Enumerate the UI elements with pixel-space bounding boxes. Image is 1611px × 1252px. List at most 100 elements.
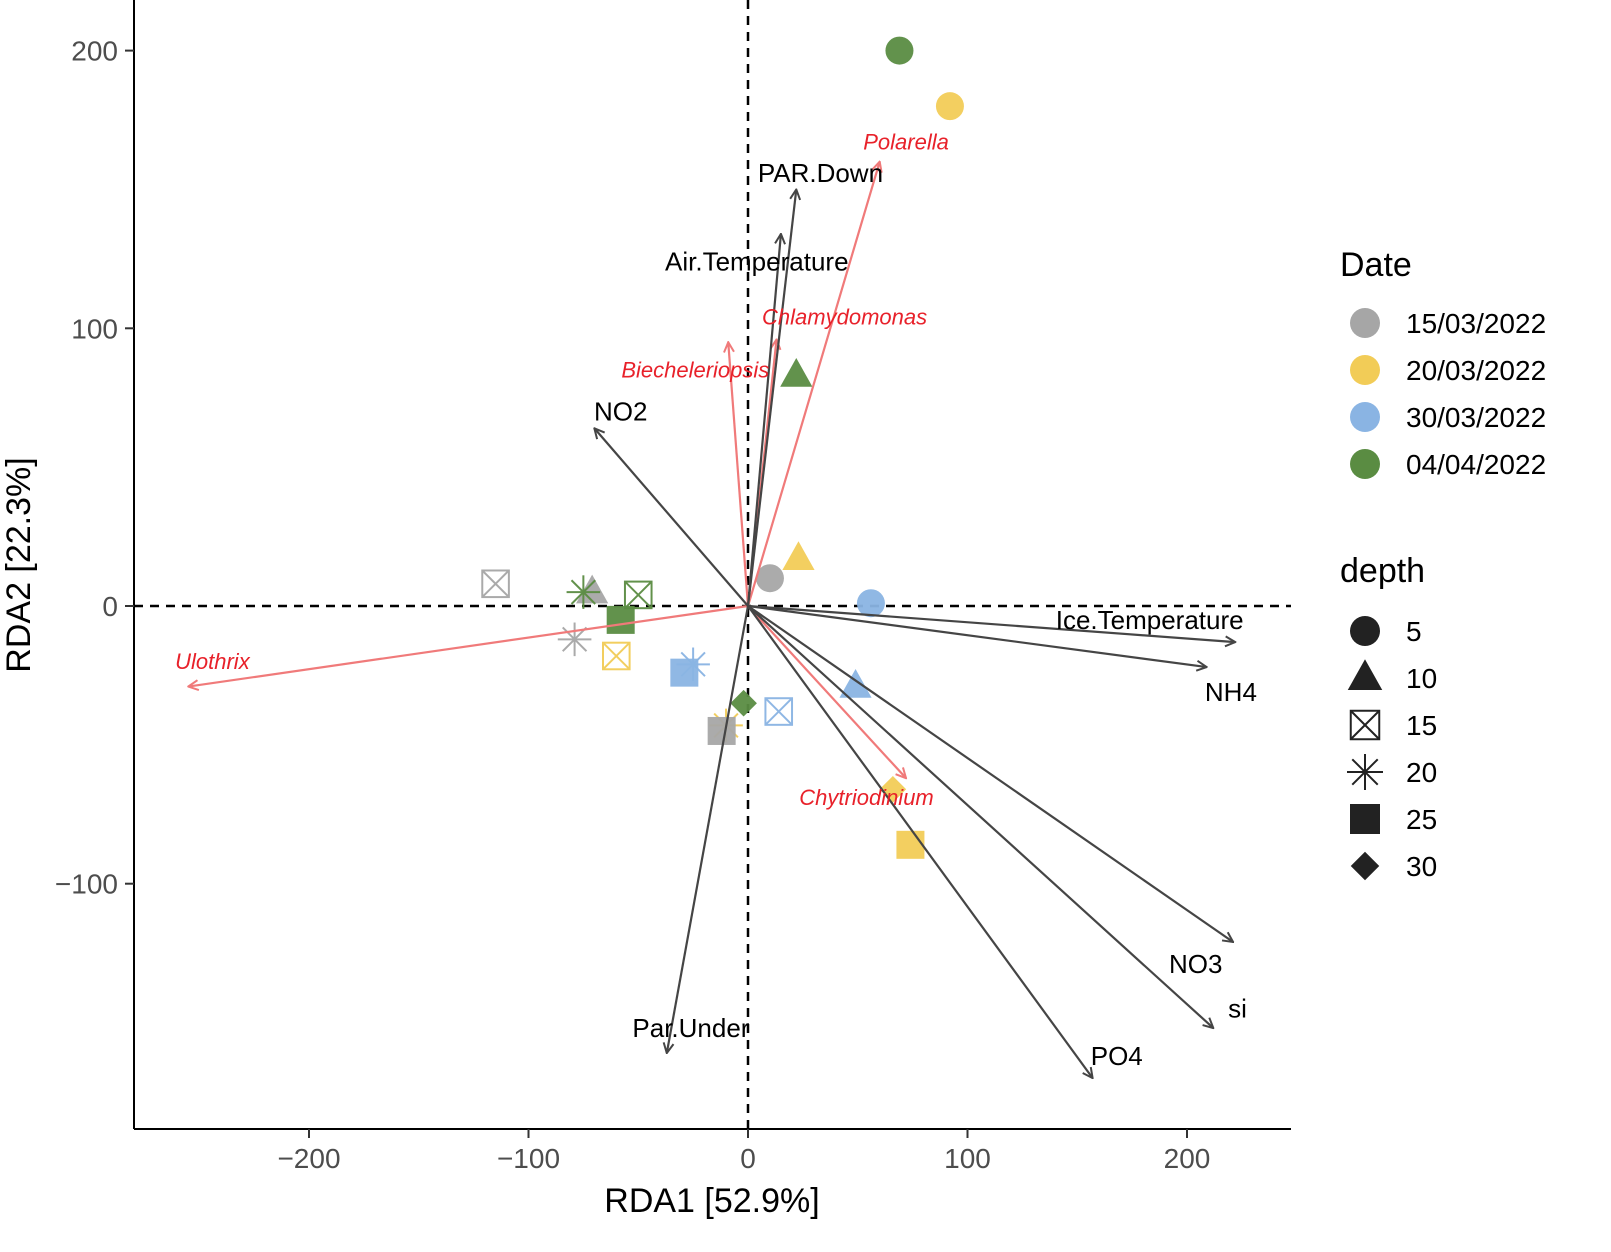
legend-date-swatch xyxy=(1350,449,1380,479)
sample-point-marker xyxy=(935,92,964,121)
legend-depth-entries: 5 10 15 20 25 30 xyxy=(1347,616,1437,882)
legend-depth-label: 30 xyxy=(1406,851,1437,882)
species-arrow xyxy=(747,605,906,778)
legend-depth-swatch xyxy=(1350,804,1380,834)
sample-point-marker xyxy=(707,716,736,745)
legend-depth-item: 5 xyxy=(1350,616,1422,647)
legend-date-item: 04/04/2022 xyxy=(1350,449,1546,480)
env-label: NH4 xyxy=(1205,677,1257,707)
sample-point xyxy=(481,569,510,599)
x-tick-label: 100 xyxy=(944,1143,991,1174)
vector-labels: PAR.Down Air.Temperature NO2 Ice.Temperatur… xyxy=(175,130,1257,1071)
env-label: NO3 xyxy=(1169,949,1222,979)
sample-point xyxy=(606,605,635,634)
species-label: Chlamydomonas xyxy=(762,305,927,330)
legend-depth-label: 15 xyxy=(1406,710,1437,741)
species-label: Biecheleriopsis xyxy=(621,357,769,382)
biplot-vectors xyxy=(188,162,1235,1078)
x-tick-label: 200 xyxy=(1164,1143,1211,1174)
legend-date-label: 15/03/2022 xyxy=(1406,308,1546,339)
sample-point xyxy=(879,775,907,803)
sample-point xyxy=(707,716,736,745)
sample-point xyxy=(885,36,914,65)
y-tick-label: 0 xyxy=(102,591,118,622)
x-tick-label: −200 xyxy=(277,1143,340,1174)
env-arrow xyxy=(746,234,781,607)
legend-date-label: 30/03/2022 xyxy=(1406,402,1546,433)
plot-panel: PAR.Down Air.Temperature NO2 Ice.Temperatur… xyxy=(134,0,1291,1129)
legend-depth-item: 25 xyxy=(1350,804,1437,835)
sample-point xyxy=(896,830,925,859)
sample-point-marker xyxy=(782,541,815,570)
y-tick-label: 200 xyxy=(71,36,118,67)
species-arrow xyxy=(746,162,880,607)
x-ticks: −200 −100 0 100 200 xyxy=(277,1129,1210,1174)
sample-point-marker xyxy=(839,669,872,698)
species-label: Chytriodinium xyxy=(799,785,934,810)
x-axis-title: RDA1 [52.9%] xyxy=(604,1182,819,1220)
sample-point xyxy=(839,669,872,698)
y-axis-title: RDA2 [22.3%] xyxy=(0,457,38,672)
species-label: Ulothrix xyxy=(175,649,251,674)
legend-depth-item: 10 xyxy=(1347,659,1437,694)
sample-point xyxy=(935,92,964,121)
x-tick-label: −100 xyxy=(497,1143,560,1174)
sample-point xyxy=(856,589,885,618)
env-arrow xyxy=(667,605,750,1053)
legend-depth-swatch xyxy=(1347,754,1383,790)
sample-point-marker xyxy=(780,358,813,387)
env-arrow xyxy=(747,604,1235,642)
species-arrow xyxy=(188,604,749,687)
legend-date-item: 20/03/2022 xyxy=(1350,355,1546,386)
x-tick-label: 0 xyxy=(740,1143,756,1174)
legend-depth-item: 20 xyxy=(1347,754,1437,790)
sample-point xyxy=(566,575,601,609)
sample-point-marker xyxy=(602,641,631,671)
sample-point-marker xyxy=(606,605,635,634)
env-label: NO2 xyxy=(594,397,647,427)
env-label: PO4 xyxy=(1091,1041,1143,1071)
sample-point xyxy=(730,689,757,717)
sample-point xyxy=(780,358,813,387)
sample-point-marker xyxy=(730,689,757,717)
legend-date-swatch xyxy=(1350,355,1380,385)
env-arrow xyxy=(747,605,1213,1028)
legend: Date 15/03/2022 20/03/2022 30/03/2022 04/04… xyxy=(1340,246,1546,882)
legend-depth-swatch xyxy=(1350,851,1380,881)
legend-depth-item: 30 xyxy=(1350,851,1437,882)
sample-point-marker xyxy=(755,564,784,593)
axes: −200 −100 0 100 200 −100 0 100 200 xyxy=(55,0,1291,1174)
legend-date-title: Date xyxy=(1340,246,1412,284)
legend-date-label: 20/03/2022 xyxy=(1406,355,1546,386)
env-label: si xyxy=(1228,994,1247,1024)
species-label: Polarella xyxy=(863,130,949,155)
species-arrow xyxy=(728,342,750,607)
sample-point-marker xyxy=(623,580,653,610)
sample-point-marker xyxy=(764,697,794,726)
legend-date-item: 15/03/2022 xyxy=(1350,308,1546,339)
sample-point-marker xyxy=(670,658,699,687)
env-label: Air.Temperature xyxy=(665,247,849,277)
sample-point-marker xyxy=(481,569,510,599)
legend-depth-label: 25 xyxy=(1406,804,1437,835)
legend-depth-title: depth xyxy=(1340,552,1425,590)
legend-depth-label: 5 xyxy=(1406,616,1422,647)
env-arrow xyxy=(747,604,1207,667)
legend-date-entries: 15/03/2022 20/03/2022 30/03/2022 04/04/2022 xyxy=(1350,308,1546,480)
sample-point-marker xyxy=(879,775,907,803)
legend-depth-label: 20 xyxy=(1406,757,1437,788)
sample-point-marker xyxy=(856,589,885,618)
legend-date-swatch xyxy=(1350,308,1380,338)
legend-depth-label: 10 xyxy=(1406,663,1437,694)
env-arrow xyxy=(747,605,1093,1078)
sample-point xyxy=(602,641,631,671)
legend-date-swatch xyxy=(1350,402,1380,432)
y-ticks: −100 0 100 200 xyxy=(55,36,134,900)
reference-lines xyxy=(134,0,1291,1129)
legend-date-label: 04/04/2022 xyxy=(1406,449,1546,480)
env-label: Par.Under xyxy=(632,1013,749,1043)
sample-point xyxy=(782,541,815,570)
sample-point-marker xyxy=(896,830,925,859)
sample-point-marker xyxy=(566,575,601,609)
